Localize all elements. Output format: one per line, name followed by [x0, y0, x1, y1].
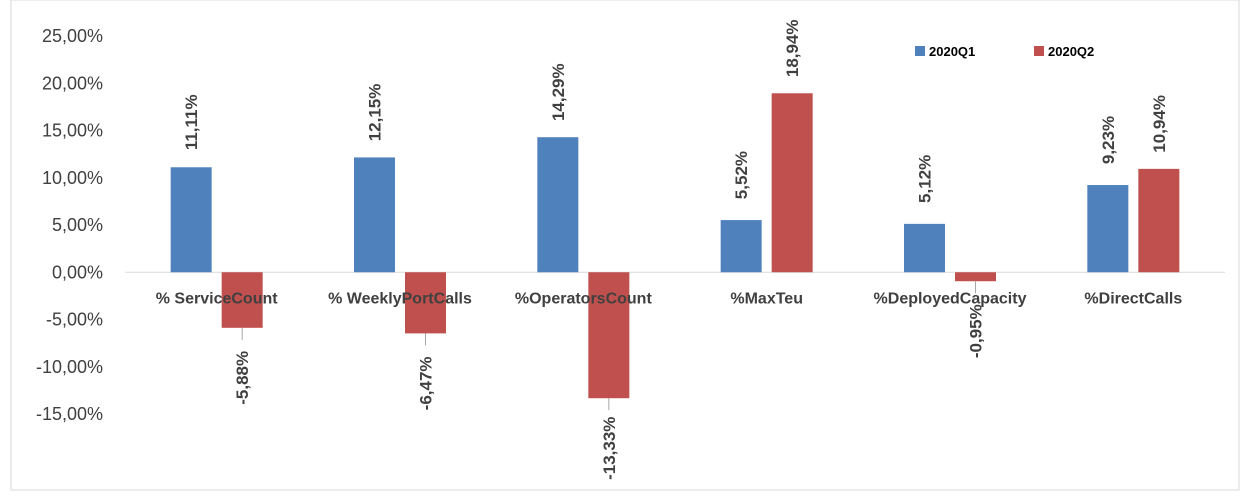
y-axis-ticks: 25,00% 20,00% 15,00% 10,00% 5,00% 0,00% -5,00%…: [36, 26, 103, 424]
legend-swatch-2020Q2: [1034, 46, 1044, 56]
bar-2020Q2: [955, 272, 996, 282]
bar-2020Q2: [1138, 168, 1180, 273]
data-label: -5,88%: [233, 351, 252, 405]
data-label: 9,23%: [1099, 116, 1118, 164]
legend: 2020Q1 2020Q2: [915, 44, 1094, 59]
bar-2020Q1: [904, 223, 945, 273]
bar-2020Q1: [720, 220, 762, 273]
data-label: -0,95%: [967, 304, 986, 358]
y-tick-label: 10,00%: [42, 168, 103, 188]
category-labels: % ServiceCount % WeeklyPortCalls %Operator…: [156, 290, 1183, 307]
bar-2020Q1: [537, 137, 579, 273]
bar-2020Q2: [405, 272, 446, 334]
y-tick-label: 0,00%: [52, 262, 103, 282]
data-labels: 11,11% -5,88% 12,15% -6,47% 14,29% -13,33% 5,5…: [182, 19, 1169, 479]
y-tick-label: -5,00%: [46, 310, 103, 330]
data-label: 10,94%: [1150, 95, 1169, 153]
category-label: %OperatorsCount: [515, 290, 653, 307]
data-label: -13,33%: [600, 417, 619, 480]
data-label: 18,94%: [783, 19, 802, 77]
y-tick-label: 25,00%: [42, 26, 103, 46]
category-label: % ServiceCount: [156, 290, 278, 307]
legend-swatch-2020Q1: [915, 46, 925, 56]
bar-2020Q1: [354, 157, 395, 273]
y-tick-label: -10,00%: [36, 357, 103, 377]
category-label: %DeployedCapacity: [874, 290, 1027, 307]
y-tick-label: 15,00%: [42, 121, 103, 141]
legend-label: 2020Q1: [929, 44, 975, 59]
category-label: %DirectCalls: [1084, 290, 1182, 307]
y-tick-label: 5,00%: [52, 215, 103, 235]
data-label: 11,11%: [182, 94, 201, 150]
y-tick-label: -15,00%: [36, 404, 103, 424]
bar-2020Q1: [1087, 185, 1129, 273]
data-label: 5,52%: [732, 151, 751, 199]
y-tick-label: 20,00%: [42, 73, 103, 93]
data-label: 12,15%: [366, 84, 385, 142]
bar-2020Q1: [170, 167, 212, 273]
category-label: %MaxTeu: [730, 290, 803, 307]
data-label: 5,12%: [916, 155, 935, 203]
legend-label: 2020Q2: [1048, 44, 1094, 59]
bar-2020Q2: [221, 272, 263, 328]
bars: [170, 93, 1180, 399]
bar-2020Q2: [588, 272, 630, 399]
data-label: 14,29%: [549, 63, 568, 121]
chart-frame: [10, 0, 1240, 491]
leader-lines: [241, 281, 976, 411]
category-label: % WeeklyPortCalls: [328, 290, 472, 307]
data-label: -6,47%: [417, 356, 436, 410]
bar-2020Q2: [771, 93, 813, 273]
